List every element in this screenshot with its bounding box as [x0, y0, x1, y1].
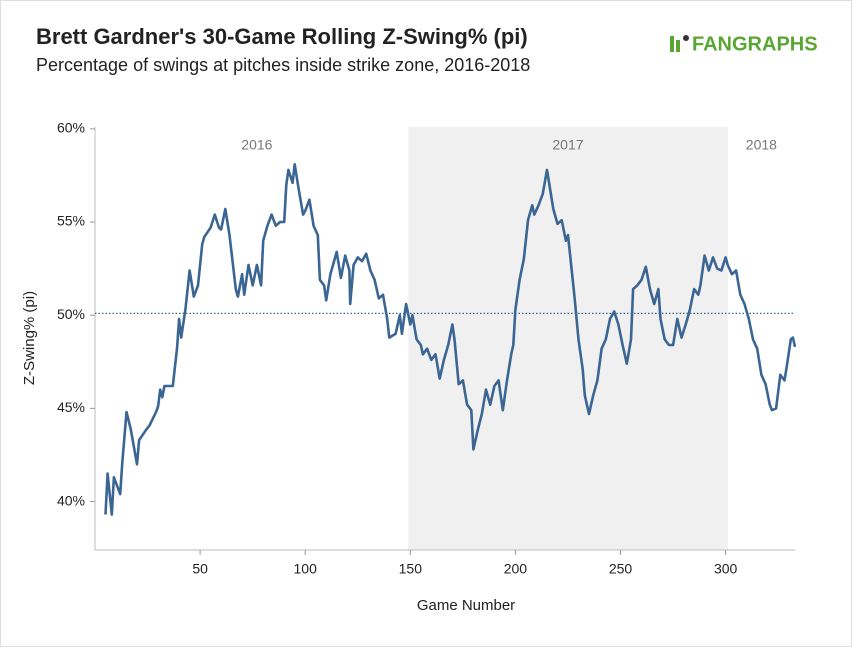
- x-tick-label: 300: [714, 561, 738, 577]
- logo: FANGRAPHS: [670, 33, 818, 55]
- y-tick-label: 45%: [57, 399, 85, 415]
- x-tick-label: 200: [504, 561, 528, 577]
- y-axis-label: Z-Swing% (pi): [21, 291, 38, 385]
- shaded-region: [408, 127, 728, 550]
- y-tick-label: 50%: [57, 306, 85, 322]
- y-tick-label: 60%: [57, 120, 85, 136]
- logo-text: FANGRAPHS: [692, 33, 818, 55]
- season-label: 2017: [552, 137, 583, 153]
- x-tick-label: 100: [294, 561, 318, 577]
- x-tick-label: 150: [399, 561, 423, 577]
- data-line: [104, 163, 797, 516]
- x-tick-label: 50: [192, 561, 208, 577]
- chart-title: Brett Gardner's 30-Game Rolling Z-Swing%…: [36, 24, 528, 49]
- y-tick-label: 40%: [57, 492, 85, 508]
- x-tick-label: 250: [609, 561, 633, 577]
- logo-icon: [670, 36, 674, 52]
- season-label: 2018: [746, 137, 777, 153]
- season-label: 2016: [241, 137, 272, 153]
- logo-icon: [676, 40, 680, 52]
- x-axis-label: Game Number: [417, 597, 515, 614]
- y-tick-label: 55%: [57, 213, 85, 229]
- logo-icon: [683, 35, 689, 41]
- chart-subtitle: Percentage of swings at pitches inside s…: [36, 55, 530, 75]
